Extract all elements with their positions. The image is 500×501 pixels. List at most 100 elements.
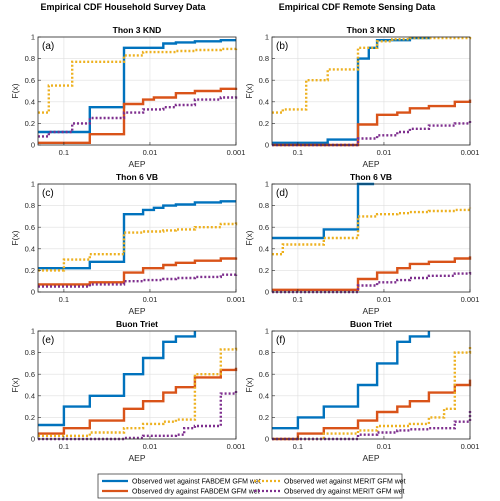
x-tick-label: 0.01 bbox=[377, 442, 392, 451]
panel-title: Buon Triet bbox=[116, 319, 158, 329]
x-tick-label: 0.001 bbox=[227, 295, 246, 304]
series-line-4 bbox=[38, 390, 238, 441]
y-tick-label: 0 bbox=[265, 435, 269, 444]
y-tick-label: 0.2 bbox=[25, 266, 35, 275]
series-line-3 bbox=[38, 221, 238, 272]
panel-label: (b) bbox=[276, 41, 288, 52]
y-tick-label: 0 bbox=[31, 288, 35, 297]
legend-label: Observed dry against FABDEM GFM wet bbox=[132, 489, 260, 496]
y-tick-label: 0.2 bbox=[259, 266, 269, 275]
series-line-1 bbox=[272, 331, 431, 430]
axes-box bbox=[37, 183, 237, 293]
chart-panel-c: 0 0.2 0.4 0.6 0.8 1 0.1 0.01 0.001 Thon 6 VB (c) AE… bbox=[10, 172, 245, 316]
x-axis-label: AEP bbox=[362, 453, 379, 463]
series-line-3 bbox=[272, 345, 472, 441]
panel-title: Thon 3 KND bbox=[113, 25, 162, 35]
panels: 0 0.2 0.4 0.6 0.8 1 0.1 0.01 0.001 Thon 3 KND (a) A… bbox=[10, 25, 479, 463]
series-line-3 bbox=[38, 347, 238, 437]
series-line-1 bbox=[272, 36, 431, 144]
column-title-remote-sensing: Empirical CDF Remote Sensing Data bbox=[279, 2, 437, 12]
x-tick-label: 0.1 bbox=[293, 442, 303, 451]
panel-title: Thon 6 VB bbox=[350, 172, 392, 182]
chart-panel-f: 0 0.2 0.4 0.6 0.8 1 0.1 0.01 0.001 Buon Triet (f) A… bbox=[244, 319, 479, 463]
y-tick-label: 0.4 bbox=[259, 244, 269, 253]
y-tick-label: 0.6 bbox=[259, 223, 269, 232]
legend-box bbox=[97, 473, 403, 499]
panel-label: (c) bbox=[42, 188, 54, 199]
y-tick-label: 1 bbox=[31, 33, 35, 42]
x-axis-label: AEP bbox=[128, 453, 145, 463]
y-axis-label: F(x) bbox=[10, 230, 20, 245]
series-line-3 bbox=[38, 46, 238, 114]
x-tick-label: 0.1 bbox=[293, 148, 303, 157]
axes-box bbox=[37, 330, 237, 440]
y-tick-label: 0.8 bbox=[25, 54, 35, 63]
series-line-2 bbox=[272, 256, 472, 291]
y-tick-label: 0.2 bbox=[259, 413, 269, 422]
y-tick-label: 1 bbox=[265, 33, 269, 42]
x-tick-label: 0.01 bbox=[377, 295, 392, 304]
y-tick-label: 0.8 bbox=[259, 201, 269, 210]
y-tick-label: 0.4 bbox=[25, 391, 35, 400]
y-tick-label: 0.8 bbox=[259, 348, 269, 357]
y-tick-label: 0.8 bbox=[25, 348, 35, 357]
x-axis-label: AEP bbox=[128, 306, 145, 316]
x-axis-label: AEP bbox=[128, 159, 145, 169]
y-tick-label: 0 bbox=[265, 141, 269, 150]
y-axis-label: F(x) bbox=[10, 83, 20, 98]
y-tick-label: 1 bbox=[31, 327, 35, 336]
chart-panel-e: 0 0.2 0.4 0.6 0.8 1 0.1 0.01 0.001 Buon Triet (e) A… bbox=[10, 319, 245, 463]
y-tick-label: 0 bbox=[31, 141, 35, 150]
x-tick-label: 0.01 bbox=[143, 148, 158, 157]
y-tick-label: 1 bbox=[31, 180, 35, 189]
series-line-2 bbox=[272, 379, 472, 441]
x-tick-label: 0.001 bbox=[227, 442, 246, 451]
axes-box bbox=[271, 36, 471, 146]
y-tick-label: 0.4 bbox=[25, 244, 35, 253]
x-tick-label: 0.1 bbox=[293, 295, 303, 304]
legend-label: Observed wet against MERIT GFM wet bbox=[284, 479, 406, 486]
series-line-4 bbox=[272, 119, 472, 147]
x-tick-label: 0.001 bbox=[461, 442, 480, 451]
series-line-2 bbox=[38, 367, 238, 435]
chart-panel-a: 0 0.2 0.4 0.6 0.8 1 0.1 0.01 0.001 Thon 3 KND (a) A… bbox=[10, 25, 245, 169]
axes-box bbox=[271, 330, 471, 440]
y-tick-label: 0.4 bbox=[25, 97, 35, 106]
series-line-2 bbox=[272, 99, 472, 147]
axes-box bbox=[271, 183, 471, 293]
panel-title: Thon 3 KND bbox=[347, 25, 396, 35]
y-tick-label: 0.4 bbox=[259, 97, 269, 106]
y-tick-label: 0.6 bbox=[25, 223, 35, 232]
series-line-4 bbox=[272, 410, 472, 441]
legend: Observed wet against FABDEM GFM wet Obser… bbox=[97, 473, 406, 499]
y-tick-label: 0.6 bbox=[25, 76, 35, 85]
panel-label: (d) bbox=[276, 188, 288, 199]
x-tick-label: 0.1 bbox=[59, 148, 69, 157]
series-line-1 bbox=[38, 331, 197, 427]
series-line-4 bbox=[38, 96, 238, 138]
y-tick-label: 0.2 bbox=[25, 413, 35, 422]
y-axis-label: F(x) bbox=[244, 230, 254, 245]
series-line-3 bbox=[272, 36, 472, 114]
y-tick-label: 0.6 bbox=[259, 76, 269, 85]
legend-label: Observed dry against MERIT GFM wet bbox=[284, 489, 405, 496]
x-axis-label: AEP bbox=[362, 159, 379, 169]
y-tick-label: 0.8 bbox=[25, 201, 35, 210]
series-line-2 bbox=[38, 87, 238, 144]
y-tick-label: 0 bbox=[265, 288, 269, 297]
panel-label: (f) bbox=[276, 335, 285, 346]
x-axis-label: AEP bbox=[362, 306, 379, 316]
x-tick-label: 0.001 bbox=[461, 148, 480, 157]
series-line-4 bbox=[272, 271, 472, 294]
chart-panel-b: 0 0.2 0.4 0.6 0.8 1 0.1 0.01 0.001 Thon 3 KND (b) A… bbox=[244, 25, 479, 169]
chart-panel-d: 0 0.2 0.4 0.6 0.8 1 0.1 0.01 0.001 Thon 6 VB (d) AE… bbox=[244, 172, 479, 316]
legend-label: Observed wet against FABDEM GFM wet bbox=[132, 479, 261, 486]
y-tick-label: 0.8 bbox=[259, 54, 269, 63]
y-tick-label: 0 bbox=[31, 435, 35, 444]
series-line-1 bbox=[38, 200, 236, 270]
x-tick-label: 0.1 bbox=[59, 295, 69, 304]
axes-box bbox=[37, 36, 237, 146]
panel-label: (a) bbox=[42, 41, 54, 52]
panel-title: Thon 6 VB bbox=[116, 172, 158, 182]
